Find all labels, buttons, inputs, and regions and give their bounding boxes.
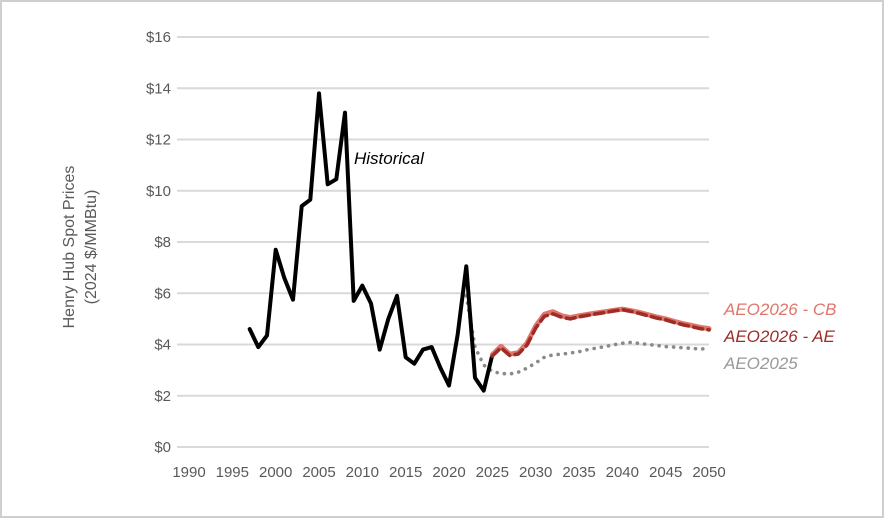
y-tick-label: $6 xyxy=(154,285,171,302)
x-tick-label: 1990 xyxy=(172,464,205,481)
y-tick-label: $10 xyxy=(146,183,171,200)
x-tick-label: 2025 xyxy=(476,464,509,481)
annotation-historical: Historical xyxy=(354,149,424,168)
y-tick-label: $8 xyxy=(154,234,171,251)
x-tick-label: 2040 xyxy=(606,464,639,481)
y-axis-title: Henry Hub Spot Prices (2024 $/MMBtu) xyxy=(59,137,103,357)
legend-label-aeo2025: AEO2025 xyxy=(724,354,798,373)
y-tick-label: $0 xyxy=(154,439,171,456)
y-tick-label: $12 xyxy=(146,132,171,149)
x-tick-label: 2005 xyxy=(302,464,335,481)
x-tick-label: 2030 xyxy=(519,464,552,481)
x-tick-label: 2000 xyxy=(259,464,292,481)
legend-label-aeo2026-cb: AEO2026 - CB xyxy=(724,300,837,319)
x-tick-label: 2020 xyxy=(432,464,465,481)
series-line-aeo2025 xyxy=(464,293,711,376)
legend-label-aeo2026-ae: AEO2026 - AE xyxy=(724,327,835,346)
x-tick-label: 2010 xyxy=(346,464,379,481)
y-axis-title-line1: Henry Hub Spot Prices xyxy=(61,165,78,329)
x-tick-label: 2045 xyxy=(649,464,682,481)
x-tick-label: 2035 xyxy=(562,464,595,481)
x-tick-label: 1995 xyxy=(216,464,249,481)
y-axis-title-line2: (2024 $/MMBtu) xyxy=(83,189,100,305)
x-tick-label: 2050 xyxy=(692,464,725,481)
y-tick-label: $4 xyxy=(154,337,171,354)
y-tick-label: $16 xyxy=(146,29,171,46)
series-legend: AEO2026 - CB AEO2026 - AE AEO2025 xyxy=(724,296,836,377)
x-tick-label: 2015 xyxy=(389,464,422,481)
series-line-aeo2026-ae xyxy=(490,307,711,358)
y-tick-label: $14 xyxy=(146,80,171,97)
series-line-historical xyxy=(247,91,495,393)
y-tick-label: $2 xyxy=(154,388,171,405)
